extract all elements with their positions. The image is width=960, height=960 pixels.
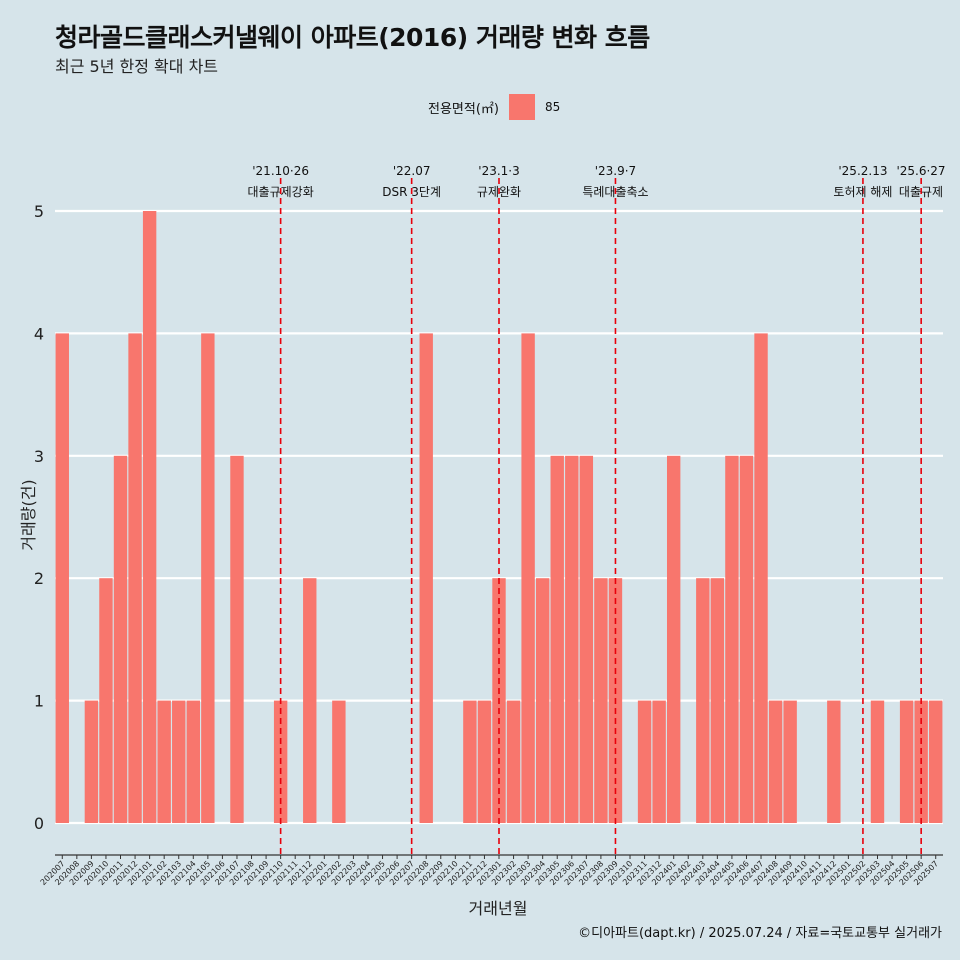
- bar: [565, 455, 579, 823]
- y-tick-label: 5: [34, 202, 44, 221]
- bar: [754, 333, 768, 823]
- annotation-event: 토허제 해제: [833, 185, 892, 199]
- bar: [419, 333, 433, 823]
- bar: [870, 700, 885, 823]
- bar: [506, 700, 521, 823]
- bars: [55, 211, 943, 823]
- bar: [128, 333, 142, 823]
- y-tick-label: 4: [34, 324, 44, 343]
- annotation-event: 대출규제강화: [248, 185, 314, 199]
- annotation-event: 규제완화: [477, 185, 521, 199]
- bar: [230, 455, 244, 823]
- bar: [303, 578, 317, 823]
- bar: [55, 333, 69, 823]
- y-tick-label: 2: [34, 569, 44, 588]
- y-tick-label: 3: [34, 447, 44, 466]
- legend-title: 전용면적(㎡): [428, 101, 499, 117]
- annotation-date: '25.6·27: [896, 164, 945, 178]
- annotation-event: 대출규제: [899, 185, 943, 199]
- bar: [637, 700, 652, 823]
- bar: [666, 455, 681, 823]
- bar: [929, 700, 943, 823]
- bar: [535, 578, 550, 823]
- bar: [172, 700, 186, 823]
- bar: [477, 700, 492, 823]
- bar: [594, 578, 608, 823]
- legend: 전용면적(㎡) 85: [428, 94, 560, 120]
- bar: [99, 578, 113, 823]
- annotation-event: 특례대출축소: [582, 185, 648, 199]
- source-caption: ©디아파트(dapt.kr) / 2025.07.24 / 자료=국토교통부 실…: [578, 926, 942, 941]
- bar: [521, 333, 535, 823]
- bar: [652, 700, 666, 823]
- bar: [899, 700, 914, 823]
- bar: [768, 700, 783, 823]
- annotation-date: '22.07: [393, 164, 431, 178]
- annotation-date: '23.9·7: [595, 164, 636, 178]
- annotation-date: '25.2.13: [838, 164, 887, 178]
- bar: [550, 455, 564, 823]
- annotation-event: DSR 3단계: [382, 185, 441, 199]
- bar: [739, 455, 754, 823]
- bar: [142, 211, 157, 823]
- bar: [113, 455, 128, 823]
- bar: [84, 700, 99, 823]
- y-tick-label: 0: [34, 814, 44, 833]
- chart-title: 청라골드클래스커낼웨이 아파트(2016) 거래량 변화 흐름: [55, 23, 650, 52]
- bar: [827, 700, 841, 823]
- annotation-date: '21.10·26: [252, 164, 309, 178]
- bar: [157, 700, 171, 823]
- annotation-date: '23.1·3: [478, 164, 519, 178]
- bar: [186, 700, 200, 823]
- legend-entry: 85: [544, 100, 561, 114]
- bar: [783, 700, 797, 823]
- legend-swatch: [508, 94, 535, 120]
- bar: [463, 700, 477, 823]
- x-axis-label: 거래년월: [469, 899, 528, 918]
- bar: [332, 700, 346, 823]
- annotation-labels: '21.10·26 대출규제강화 '22.07 DSR 3단계 '23.1·3 규제완화 '…: [248, 164, 946, 199]
- y-axis-label: 거래량(건): [19, 479, 38, 550]
- y-tick-label: 1: [34, 692, 44, 711]
- bar: [696, 578, 710, 823]
- annotation-lines: [279, 178, 922, 855]
- bar: [710, 578, 725, 823]
- x-axis: 2020072020082020092020102020112020122021…: [39, 854, 943, 887]
- y-axis: 0 1 2 3 4 5: [34, 202, 44, 833]
- bar: [201, 333, 215, 823]
- chart-subtitle: 최근 5년 한정 확대 차트: [55, 57, 219, 76]
- bar: [579, 455, 594, 823]
- bar: [725, 455, 739, 823]
